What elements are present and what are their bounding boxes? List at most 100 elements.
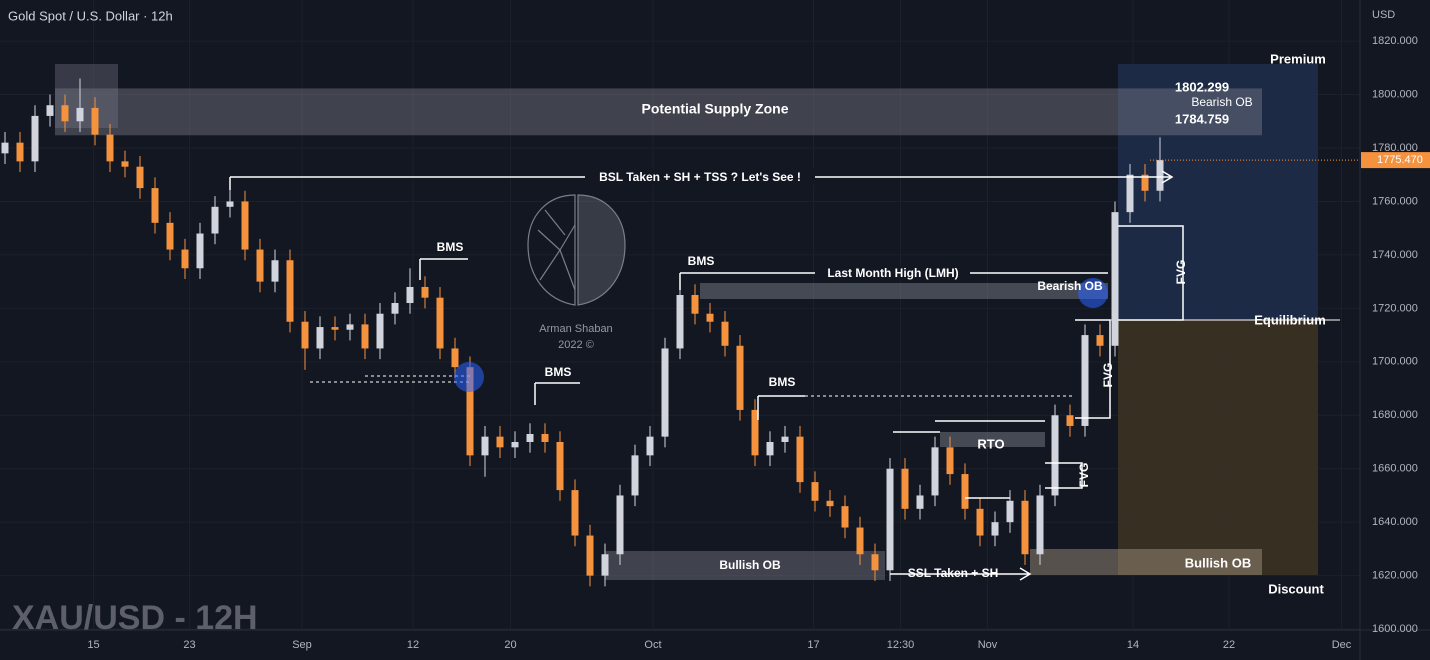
ob-label: Bearish OB <box>1191 95 1252 109</box>
premium-zone <box>1118 64 1318 320</box>
fvg-label: FVG <box>1101 363 1115 388</box>
candle-body <box>751 409 759 456</box>
x-tick-label: 12:30 <box>887 639 915 651</box>
fvg-label: FVG <box>1077 463 1091 488</box>
premium-label: Premium <box>1270 51 1326 66</box>
candle-body <box>616 495 624 555</box>
axis-unit: USD <box>1372 9 1395 21</box>
y-tick-label: 1620.000 <box>1372 570 1418 582</box>
y-tick-label: 1700.000 <box>1372 356 1418 368</box>
x-tick-label: 20 <box>504 639 516 651</box>
candle-body <box>121 161 129 167</box>
candle-body <box>346 324 354 330</box>
y-tick-label: 1780.000 <box>1372 142 1418 154</box>
bullish-ob-label: Bullish OB <box>1185 555 1251 570</box>
rto-label: RTO <box>977 436 1004 451</box>
bms-label: BMS <box>688 254 715 268</box>
candle-body <box>931 447 939 496</box>
candle-body <box>1096 335 1104 346</box>
candle-body <box>766 441 774 456</box>
fvg-box <box>1118 225 1184 321</box>
x-tick-label: 22 <box>1223 639 1235 651</box>
candle-body <box>361 324 369 349</box>
logo-left <box>527 194 576 306</box>
logo-right <box>577 194 626 306</box>
supply-label: Potential Supply Zone <box>641 101 788 117</box>
fvg-box <box>1045 462 1083 489</box>
highlight <box>1078 278 1108 308</box>
bullish-ob-zone <box>1030 549 1262 575</box>
candle-body <box>136 166 144 189</box>
label-bg <box>585 169 815 185</box>
candle-body <box>511 441 519 448</box>
x-tick-label: 23 <box>183 639 195 651</box>
candle-body <box>541 433 549 442</box>
candle-body <box>796 436 804 483</box>
candle-body <box>841 506 849 528</box>
y-tick-label: 1720.000 <box>1372 302 1418 314</box>
price-axis: 1600.000 1620.000 1640.000 1660.000 1680.000… <box>87 35 1430 651</box>
fvg-box <box>1075 319 1111 419</box>
candle-body <box>1051 415 1059 496</box>
candle-body <box>1111 212 1119 346</box>
candle-body <box>376 313 384 349</box>
candles <box>1 78 1164 587</box>
bms-line <box>757 395 805 420</box>
x-tick-label: Sep <box>292 639 312 651</box>
zone-bottom: 1784.759 <box>1175 111 1229 126</box>
candle-body <box>1 142 9 154</box>
y-tick-label: 1760.000 <box>1372 195 1418 207</box>
candle-body <box>391 303 399 314</box>
candle-body <box>706 313 714 322</box>
candle-body <box>451 348 459 368</box>
candle-body <box>421 286 429 298</box>
last-price-box <box>1361 152 1430 169</box>
candle-body <box>76 107 84 122</box>
last-price-label: 1775.470 <box>1377 154 1423 166</box>
zone-top: 1802.299 <box>1175 79 1229 94</box>
candle-body <box>691 294 699 314</box>
y-tick-label: 1660.000 <box>1372 463 1418 475</box>
highlight <box>454 362 484 392</box>
candle-body <box>811 482 819 501</box>
candle-body <box>601 554 609 576</box>
candle-body <box>91 107 99 135</box>
watermark: XAU/USD - 12H <box>12 599 258 637</box>
x-tick-label: 17 <box>807 639 819 651</box>
candle-body <box>571 490 579 536</box>
logo-net <box>537 209 576 291</box>
rto-zone <box>940 432 1045 447</box>
label-bg <box>815 266 970 282</box>
dashed-levels <box>310 375 1075 397</box>
candle-body <box>526 433 534 442</box>
candle-body <box>211 206 219 234</box>
candle-body <box>481 436 489 456</box>
candle-body <box>901 468 909 509</box>
candle-body <box>1156 160 1164 191</box>
candle-body <box>556 441 564 491</box>
candle-body <box>871 554 879 571</box>
chart-title: Gold Spot / U.S. Dollar · 12h <box>8 8 173 23</box>
bearish-ob-label: Bearish OB <box>1037 279 1103 293</box>
ssl-label: SSL Taken + SH <box>908 566 999 580</box>
candle-body <box>991 522 999 536</box>
discount-label: Discount <box>1268 581 1324 596</box>
discount-zone <box>1118 320 1318 575</box>
candle-body <box>1021 500 1029 555</box>
candle-body <box>16 142 24 162</box>
candle-body <box>1036 495 1044 555</box>
candle-body <box>196 233 204 269</box>
candle-body <box>256 249 264 282</box>
candle-body <box>496 436 504 448</box>
candle-body <box>1081 335 1089 426</box>
candle-body <box>856 527 864 555</box>
candle-body <box>961 474 969 509</box>
candle-body <box>946 447 954 475</box>
logo-year: 2022 © <box>558 339 594 351</box>
bearish-ob-zone <box>700 283 1108 299</box>
bms-line <box>534 382 580 405</box>
x-tick-label: 15 <box>87 639 99 651</box>
bullish-ob-zone <box>605 551 885 580</box>
logo <box>527 194 626 306</box>
